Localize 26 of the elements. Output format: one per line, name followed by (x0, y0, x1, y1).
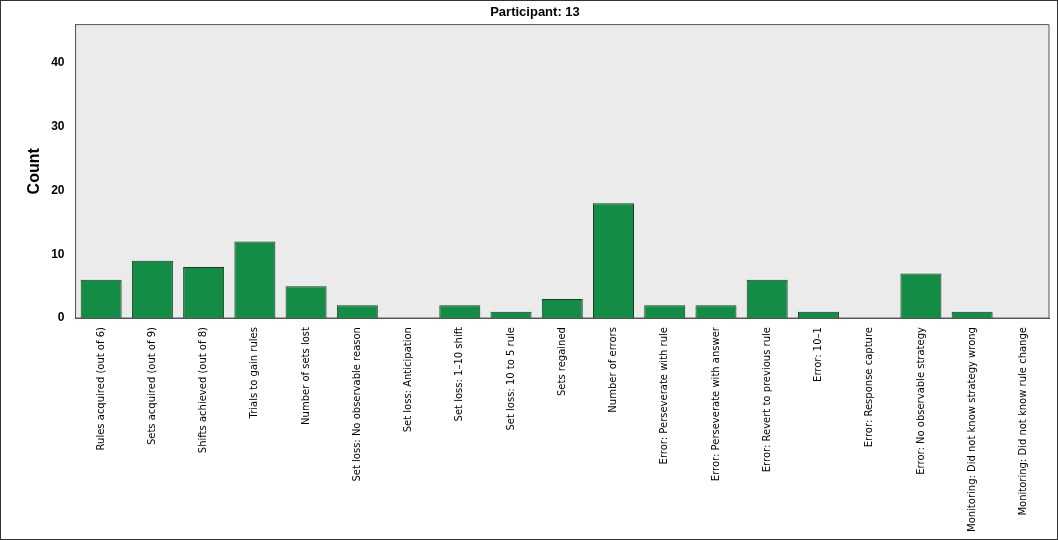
x-tick-label: Sets acquired (out of 9) (145, 326, 157, 446)
y-tick-label: 0 (57, 310, 65, 325)
x-tick-label: Monitoring: Did not know strategy wrong (965, 327, 977, 532)
x-tick-label: Number of sets lost (299, 326, 311, 425)
x-tick-label: Shifts achieved (out of 8) (197, 326, 209, 454)
x-tick-label: Error: No observable strategy (914, 326, 926, 475)
x-tick-label: Error: Response capture (863, 327, 875, 448)
x-tick-label: Trials to gain rules (248, 327, 260, 420)
x-tick-label: Error: Perseverate with rule (658, 327, 670, 465)
x-tick-label: Error: Perseverate with answer (709, 326, 721, 482)
x-tick-label: Set loss: 1–10 shift (453, 326, 465, 422)
x-tick-label: Monitoring: Did not know rule change (1016, 327, 1028, 516)
x-tick-label: Set loss: Anticipation (402, 327, 414, 433)
y-axis-title: Count (25, 147, 43, 195)
x-tick-label: Error: Revert to previous rule (760, 327, 772, 473)
y-tick-label: 40 (51, 55, 65, 70)
y-tick-label: 20 (51, 182, 65, 197)
x-tick-label: Set loss: 10 to 5 rule (504, 327, 516, 431)
x-tick-label: Rules acquired (out of 6) (94, 326, 106, 451)
y-tick-label: 10 (51, 246, 65, 261)
chart-title: Participant: 13 (490, 4, 580, 20)
x-tick-label: Error: 10–1 (812, 327, 824, 382)
x-tick-label: Number of errors (607, 327, 619, 413)
x-tick-label: Set loss: No observable reason (350, 327, 362, 482)
x-tick-label: Sets regained (555, 327, 567, 396)
y-tick-label: 30 (51, 118, 65, 133)
